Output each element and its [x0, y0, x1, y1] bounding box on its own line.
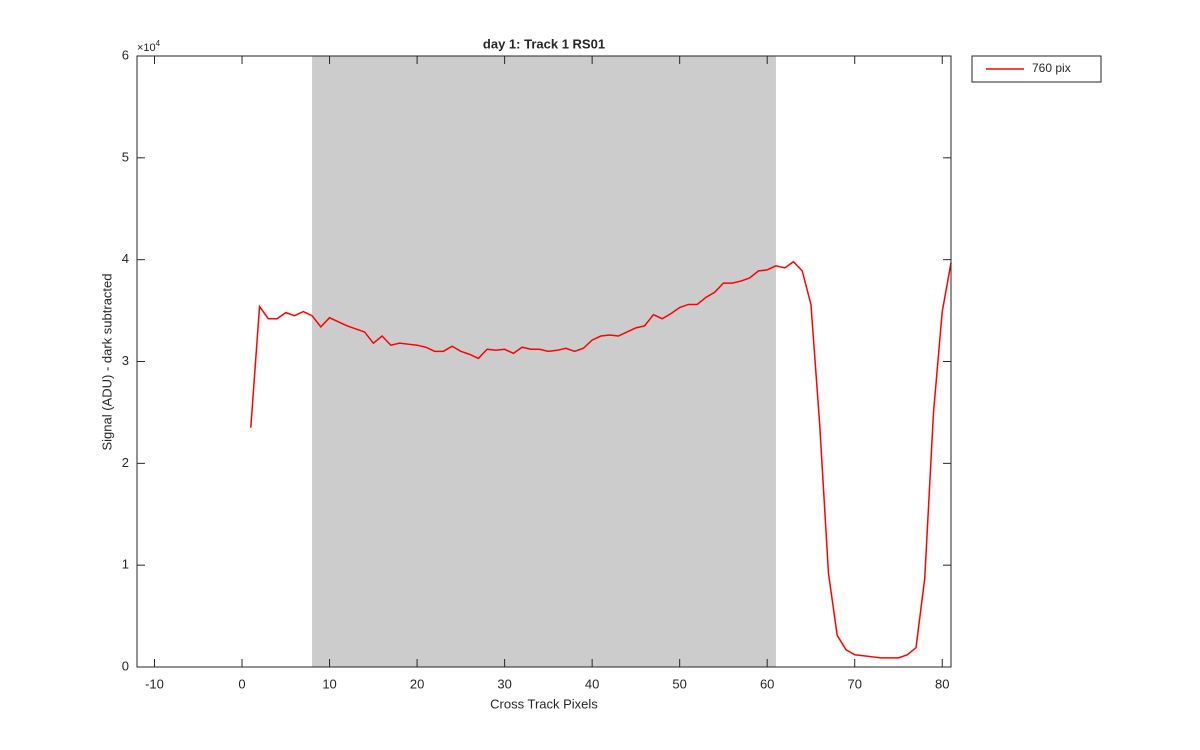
y-tick-label: 3 — [122, 353, 129, 368]
y-multiplier: ×104 — [137, 39, 161, 54]
multiplier-base: ×10 — [137, 42, 156, 54]
multiplier-exponent: 4 — [156, 39, 161, 48]
x-tick-label: 20 — [410, 676, 424, 691]
y-tick-label: 6 — [122, 47, 129, 62]
y-tick-label: 4 — [122, 251, 129, 266]
y-tick-label: 0 — [122, 658, 129, 673]
shaded-region — [312, 56, 776, 667]
y-tick-label: 2 — [122, 455, 129, 470]
x-tick-label: 80 — [935, 676, 949, 691]
x-tick-label: 10 — [322, 676, 336, 691]
x-tick-label: 60 — [760, 676, 774, 691]
x-axis-label: Cross Track Pixels — [490, 696, 598, 711]
data-line — [250, 260, 952, 659]
x-tick-label: -10 — [145, 676, 164, 691]
x-tick-label: 50 — [672, 676, 686, 691]
y-axis-label: Signal (ADU) - dark subtracted — [99, 273, 114, 450]
x-tick-label: 0 — [238, 676, 245, 691]
legend-label: 760 pix — [1032, 61, 1071, 75]
x-tick-label: 40 — [585, 676, 599, 691]
plot-area — [250, 56, 952, 667]
x-tick-label: 30 — [497, 676, 511, 691]
y-tick-label: 1 — [122, 557, 129, 572]
chart-title: day 1: Track 1 RS01 — [483, 36, 605, 51]
x-tick-label: 70 — [847, 676, 861, 691]
y-tick-label: 5 — [122, 149, 129, 164]
